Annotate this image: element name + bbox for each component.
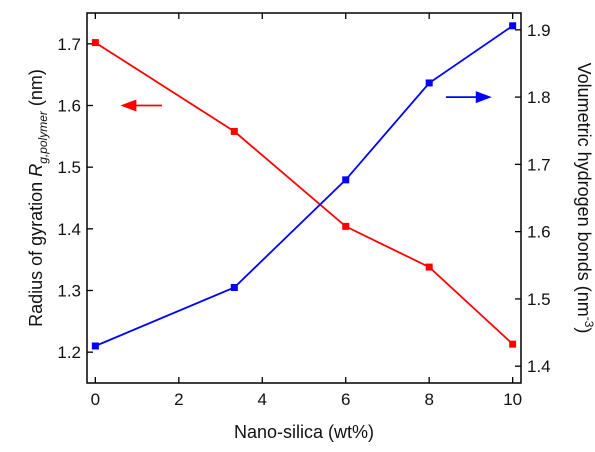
x-tick-label: 4 [258, 390, 267, 409]
x-tick-label: 8 [424, 390, 433, 409]
y-right-text: Volumetric hydrogen bonds (nm [574, 63, 594, 317]
y-right-tick-label: 1.6 [527, 223, 551, 242]
data-point-hydrogen-bonds [342, 176, 350, 184]
y-right-tick-label: 1.8 [527, 88, 551, 107]
x-axis-label: Nano-silica (wt%) [234, 422, 374, 442]
y-axis-right-label: Volumetric hydrogen bonds (nm-3) [574, 63, 595, 334]
right-axis-arrow-head [475, 91, 492, 104]
y-right-tick-label: 1.9 [527, 21, 551, 40]
series-line-hydrogen-bonds [94, 25, 514, 347]
plot-frame [86, 12, 522, 384]
data-point-radius-of-gyration [342, 222, 350, 230]
y-right-tick-label: 1.4 [527, 357, 551, 376]
x-tick-label: 10 [503, 390, 522, 409]
y-left-symbol: R [26, 164, 46, 177]
y-left-prefix: Radius of gyration [26, 177, 46, 327]
y-left-tick-label: 1.7 [57, 35, 81, 54]
series-line-radius-of-gyration [94, 41, 514, 345]
y-left-unit: (nm) [26, 69, 46, 111]
data-point-hydrogen-bonds [91, 342, 99, 350]
y-right-tick-label: 1.7 [527, 155, 551, 174]
x-tick-label: 0 [91, 390, 100, 409]
y-left-tick-label: 1.4 [57, 220, 81, 239]
y-right-tick-label: 1.5 [527, 290, 551, 309]
data-point-hydrogen-bonds [230, 283, 238, 291]
series-layer [91, 22, 517, 350]
y-left-subscript: g,polymer [36, 110, 50, 164]
data-point-radius-of-gyration [230, 127, 238, 135]
y-right-superscript: -3 [582, 317, 595, 328]
left-axis-arrow-head [120, 99, 137, 112]
y-right-close: ) [574, 327, 594, 333]
data-point-radius-of-gyration [509, 340, 517, 348]
y-left-tick-label: 1.6 [57, 97, 81, 116]
x-tick-label: 2 [174, 390, 183, 409]
y-left-tick-label: 1.3 [57, 282, 81, 301]
data-point-hydrogen-bonds [425, 79, 433, 87]
y-axis-left-label: Radius of gyration Rg,polymer (nm) [26, 69, 50, 327]
arrows-layer [120, 91, 492, 112]
ticks-layer: 0 2 4 6 8 10 1.2 1.3 1.4 1.5 1.6 1.7 1.4 1.5 1.6 1.7 1.8… [57, 13, 551, 409]
data-point-radius-of-gyration [425, 263, 433, 271]
y-left-tick-label: 1.5 [57, 158, 81, 177]
data-point-hydrogen-bonds [509, 22, 517, 30]
x-tick-label: 6 [341, 390, 350, 409]
y-left-tick-label: 1.2 [57, 343, 81, 362]
data-point-radius-of-gyration [91, 39, 99, 47]
